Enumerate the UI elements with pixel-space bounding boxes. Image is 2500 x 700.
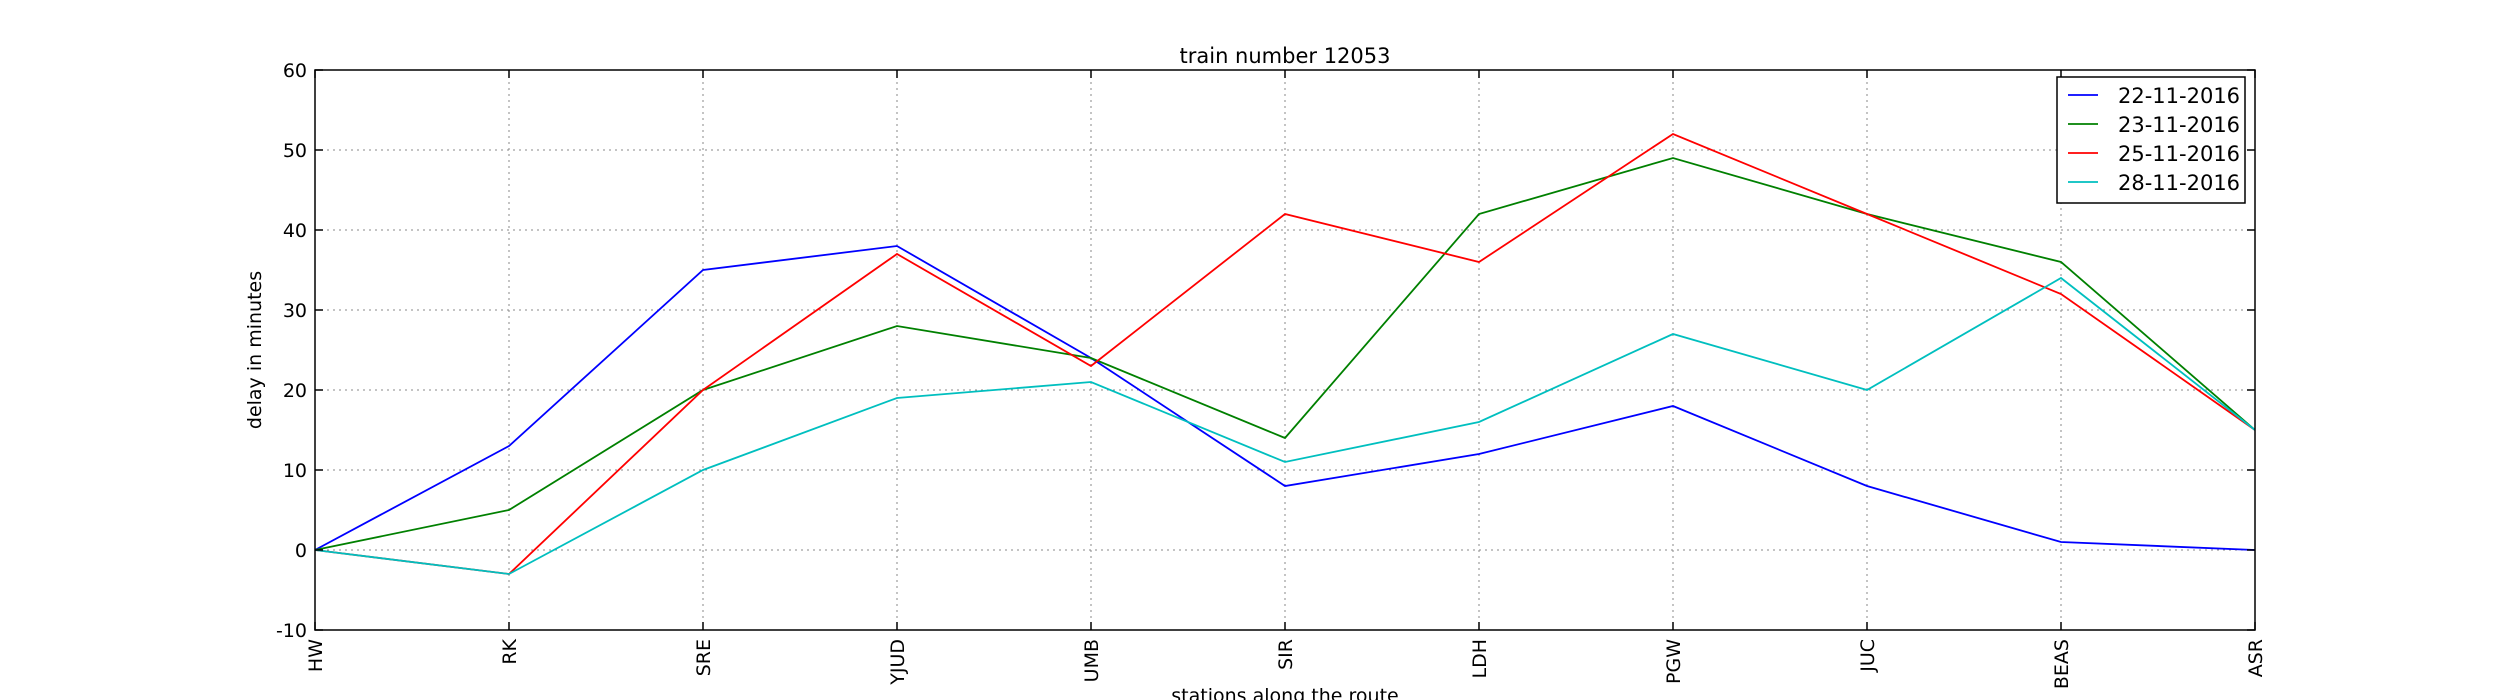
legend-label: 23-11-2016 — [2118, 113, 2240, 137]
x-axis: HW RK SRE YJUD UMB SIR LDH PGW JUC BEAS ASR — [305, 70, 2267, 689]
y-tick-label: 20 — [283, 380, 307, 402]
series-line-25-11-2016 — [314, 132, 2256, 575]
y-tick-label: -10 — [276, 620, 307, 642]
x-tick-label: SIR — [1275, 639, 1297, 670]
series-lines — [314, 132, 2256, 575]
x-axis-label: stations along the route — [1171, 685, 1398, 700]
series-line-22-11-2016 — [314, 245, 2256, 551]
legend-label: 22-11-2016 — [2118, 84, 2240, 108]
legend: 22-11-2016 23-11-2016 25-11-2016 28-11-2016 — [2056, 76, 2246, 204]
grid — [315, 70, 2255, 630]
y-axis: -10 0 10 20 30 40 50 60 — [276, 60, 2255, 642]
x-tick-label: LDH — [1469, 639, 1491, 679]
y-axis-label: delay in minutes — [244, 271, 266, 429]
y-tick-label: 30 — [283, 300, 307, 322]
legend-label: 28-11-2016 — [2118, 171, 2240, 195]
legend-box — [2056, 76, 2246, 204]
chart-title: train number 12053 — [1180, 44, 1391, 68]
x-tick-label: YJUD — [887, 639, 909, 686]
series-line-28-11-2016 — [314, 276, 2256, 575]
x-tick-label: HW — [305, 639, 327, 672]
legend-label: 25-11-2016 — [2118, 142, 2240, 166]
y-tick-label: 40 — [283, 220, 307, 242]
x-tick-label: PGW — [1663, 639, 1685, 684]
x-tick-label: RK — [499, 638, 521, 664]
x-tick-label: UMB — [1081, 639, 1103, 682]
x-tick-label: BEAS — [2051, 639, 2073, 689]
y-tick-label: 0 — [295, 540, 307, 562]
x-tick-label: SRE — [693, 639, 715, 676]
x-tick-label: JUC — [1857, 639, 1879, 673]
x-tick-label: ASR — [2245, 639, 2267, 677]
y-tick-label: 10 — [283, 460, 307, 482]
y-tick-label: 50 — [283, 140, 307, 162]
series-line-23-11-2016 — [314, 157, 2256, 551]
y-tick-label: 60 — [283, 60, 307, 82]
